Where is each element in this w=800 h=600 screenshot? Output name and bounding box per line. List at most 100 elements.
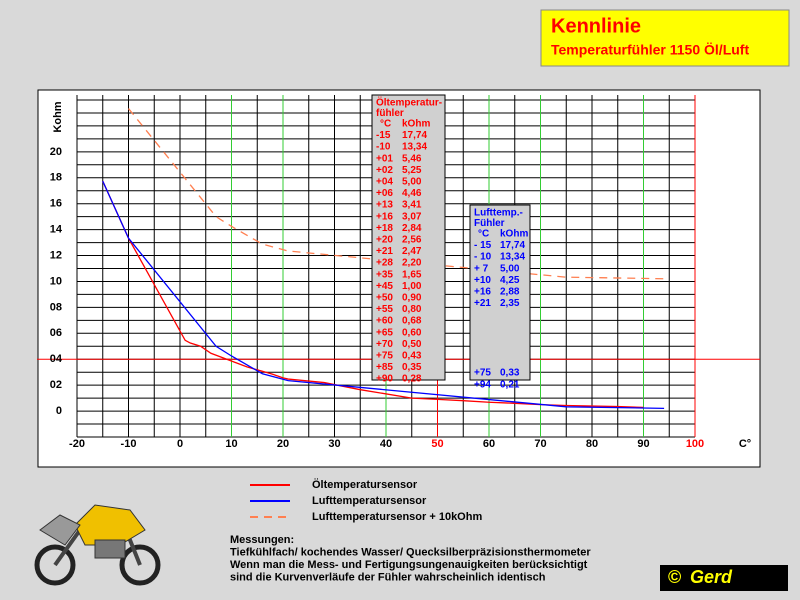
table-cell: 0,68 <box>402 316 422 327</box>
legend-label: Lufttemperatursensor + 10kOhm <box>312 511 482 523</box>
x-tick-label: 10 <box>225 438 237 450</box>
table-title: fühler <box>376 108 404 119</box>
table-cell: 0,43 <box>402 351 422 362</box>
x-tick-label: 40 <box>380 438 392 450</box>
table-cell: 0,90 <box>402 293 422 304</box>
table-cell: 5,46 <box>402 153 422 164</box>
table-cell: -10 <box>376 142 391 153</box>
table-cell: +85 <box>376 362 393 373</box>
note-text: Tiefkühlfach/ kochendes Wasser/ Quecksil… <box>230 546 591 558</box>
motorcycle-icon <box>34 504 161 586</box>
x-tick-label: 60 <box>483 438 495 450</box>
table-cell: 5,00 <box>402 177 422 188</box>
table-cell: 0,35 <box>402 362 422 373</box>
table-cell: 0,33 <box>500 368 520 379</box>
table-cell: +20 <box>376 235 393 246</box>
note-text: Wenn man die Mess- und Fertigungsungenau… <box>230 559 588 571</box>
table-cell: +18 <box>376 223 393 234</box>
table-cell: 5,00 <box>500 263 520 274</box>
y-tick-label: 14 <box>50 224 63 236</box>
table-title: Lufttemp.- <box>474 208 523 219</box>
table-cell: +21 <box>474 298 491 309</box>
x-tick-label: -20 <box>69 438 85 450</box>
x-tick-label: -10 <box>121 438 137 450</box>
table-title: Fühler <box>474 218 505 229</box>
table-cell: - 10 <box>474 252 492 263</box>
table-cell: 13,34 <box>402 142 427 153</box>
table-cell: 2,47 <box>402 246 422 257</box>
table-cell: +55 <box>376 304 393 315</box>
table-cell: +28 <box>376 258 393 269</box>
table-cell: 4,25 <box>500 275 520 286</box>
table-cell: 0,21 <box>500 379 520 390</box>
title-box <box>540 9 790 67</box>
logo-symbol: © <box>668 567 681 587</box>
table-cell: +90 <box>376 374 393 385</box>
data-line <box>102 180 644 409</box>
table-cell: 2,84 <box>402 223 422 234</box>
y-axis-label: Kohm <box>52 101 64 132</box>
table-cell: 1,65 <box>402 269 422 280</box>
table-box <box>469 204 531 381</box>
table-cell: +02 <box>376 165 393 176</box>
table-cell: +10 <box>474 275 491 286</box>
table-cell: 0,60 <box>402 327 422 338</box>
table-cell: 5,25 <box>402 165 422 176</box>
x-tick-label: 30 <box>328 438 340 450</box>
x-tick-label: 50 <box>431 438 443 450</box>
table-cell: +75 <box>474 368 491 379</box>
table-cell: +16 <box>376 211 393 222</box>
x-tick-label: 20 <box>277 438 289 450</box>
table-cell: +04 <box>376 177 393 188</box>
y-tick-label: 20 <box>50 146 62 158</box>
table-cell: +94 <box>474 379 491 390</box>
table-header: °C <box>478 229 489 240</box>
table-cell: - 15 <box>474 240 492 251</box>
y-tick-label: 16 <box>50 198 62 210</box>
table-cell: 3,07 <box>402 211 422 222</box>
table-box <box>371 94 446 381</box>
table-cell: +21 <box>376 246 393 257</box>
y-tick-label: 0 <box>56 405 62 417</box>
y-tick-label: 12 <box>50 249 62 261</box>
table-cell: +75 <box>376 351 393 362</box>
y-tick-label: 02 <box>50 379 62 391</box>
table-cell: +13 <box>376 200 393 211</box>
x-tick-label: 80 <box>586 438 598 450</box>
table-cell: 17,74 <box>402 130 427 141</box>
table-cell: 2,20 <box>402 258 422 269</box>
table-header: kOhm <box>500 229 528 240</box>
table-cell: 1,00 <box>402 281 422 292</box>
table-cell: +70 <box>376 339 393 350</box>
note-text: sind die Kurvenverläufe der Fühler wahrs… <box>230 571 546 583</box>
y-tick-label: 04 <box>50 353 63 365</box>
x-axis-label: C° <box>739 438 751 450</box>
table-cell: 4,46 <box>402 188 422 199</box>
table-cell: +60 <box>376 316 393 327</box>
table-title: Öltemperatur- <box>376 96 442 109</box>
legend-label: Lufttemperatursensor <box>312 495 427 507</box>
table-cell: 0,50 <box>402 339 422 350</box>
x-tick-label: 90 <box>637 438 649 450</box>
x-tick-label: 100 <box>686 438 704 450</box>
x-tick-label: 0 <box>177 438 183 450</box>
table-cell: +06 <box>376 188 393 199</box>
table-cell: +50 <box>376 293 393 304</box>
legend-label: Öltemperatursensor <box>312 478 418 491</box>
logo-text: Gerd <box>690 567 733 587</box>
table-cell: 2,88 <box>500 287 520 298</box>
table-cell: 0,28 <box>402 374 422 385</box>
y-tick-label: 08 <box>50 301 62 313</box>
table-cell: 13,34 <box>500 252 525 263</box>
table-cell: -15 <box>376 130 391 141</box>
table-cell: 2,56 <box>402 235 422 246</box>
x-tick-label: 70 <box>534 438 546 450</box>
table-header: °C <box>380 119 391 130</box>
table-cell: + 7 <box>474 263 489 274</box>
table-cell: 17,74 <box>500 240 525 251</box>
y-tick-label: 18 <box>50 172 62 184</box>
table-cell: +35 <box>376 269 393 280</box>
table-cell: +16 <box>474 287 491 298</box>
table-cell: 0,80 <box>402 304 422 315</box>
